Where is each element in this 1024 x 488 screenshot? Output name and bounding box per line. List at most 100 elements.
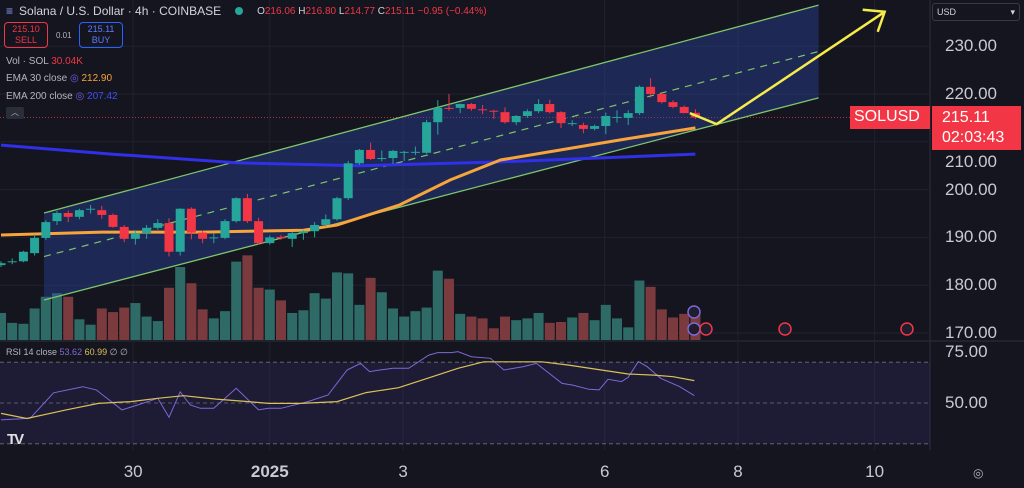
- symbol-header: ≡ Solana / U.S. Dollar · 4h · COINBASE O…: [6, 4, 487, 18]
- volume-bar: [253, 287, 264, 340]
- candle-body: [108, 214, 118, 227]
- candle-body: [634, 86, 644, 114]
- volume-bar: [208, 318, 219, 340]
- high-value: 216.80: [305, 5, 337, 17]
- collapse-icon[interactable]: ︿: [6, 107, 24, 119]
- volume-bar: [164, 287, 174, 340]
- candle-body: [287, 233, 297, 239]
- ema30-legend[interactable]: EMA 30 close ◎ 212.90: [6, 73, 112, 84]
- candle-body: [388, 150, 398, 159]
- menu-icon[interactable]: ≡: [6, 4, 14, 18]
- candle-body: [590, 126, 600, 129]
- candle-body: [63, 213, 73, 217]
- tradingview-logo[interactable]: TV: [7, 431, 24, 448]
- parallel-channel[interactable]: [43, 4, 819, 301]
- last-price: 215.11: [942, 109, 990, 126]
- us-flag-icon[interactable]: [900, 322, 914, 336]
- candle-body: [455, 104, 465, 108]
- candle-body: [679, 106, 689, 114]
- currency-select[interactable]: USD ▾: [932, 3, 1020, 21]
- candle-body: [52, 213, 62, 222]
- candle-body: [444, 107, 454, 109]
- volume-bar: [544, 322, 555, 340]
- rsi-legend[interactable]: RSI 14 close 53.62 60.99 ∅ ∅: [6, 347, 128, 358]
- volume-bar: [668, 317, 678, 340]
- candle-body: [466, 104, 476, 109]
- volume-bar: [175, 267, 186, 340]
- symbol-title[interactable]: Solana / U.S. Dollar · 4h · COINBASE: [19, 4, 222, 18]
- volume-bar: [477, 318, 488, 340]
- event-icon[interactable]: [687, 322, 701, 336]
- volume-bar: [108, 312, 118, 340]
- open-value: 216.06: [264, 5, 296, 17]
- volume-bar: [444, 278, 454, 340]
- volume-bar: [533, 312, 544, 340]
- buy-label: BUY: [91, 35, 111, 45]
- volume-bar: [634, 280, 645, 340]
- low-label: L: [338, 5, 345, 17]
- time-tick: 6: [599, 462, 610, 481]
- settings-icon[interactable]: ◎: [69, 73, 79, 84]
- ema200-legend[interactable]: EMA 200 close ◎ 207.42: [6, 91, 118, 102]
- volume-bar: [242, 255, 253, 340]
- volume-bar: [511, 320, 522, 340]
- grid: [0, 0, 1024, 450]
- volume-bar: [320, 298, 331, 340]
- candle-body: [7, 261, 17, 263]
- high-label: H: [298, 5, 306, 17]
- candle-body: [142, 227, 152, 234]
- volume-bar: [679, 313, 690, 340]
- volume-bar: [7, 322, 18, 340]
- price-tick: 200.00: [945, 179, 997, 199]
- candle-body: [30, 237, 40, 254]
- buy-button[interactable]: 215.11 BUY: [79, 22, 123, 48]
- candle-body: [164, 223, 174, 252]
- channel-fill: [44, 5, 819, 301]
- sell-button[interactable]: 215.10 SELL: [4, 22, 48, 48]
- chevron-down-icon: ▾: [1010, 7, 1015, 17]
- volume-bar: [298, 310, 309, 340]
- volume-bar: [376, 292, 387, 340]
- candle-body: [86, 208, 96, 210]
- volume-legend[interactable]: Vol · SOL 30.04K: [6, 56, 83, 67]
- candle-body: [41, 222, 51, 238]
- volume-bar: [18, 323, 29, 340]
- candle-body: [354, 149, 364, 164]
- volume-bar: [466, 316, 477, 340]
- us-flag-icon[interactable]: [699, 322, 713, 336]
- volume-bar: [130, 303, 141, 340]
- candle-body: [18, 251, 28, 262]
- volume-bar: [119, 307, 130, 340]
- volume-bar: [85, 324, 96, 340]
- price-tick: 190.00: [945, 227, 997, 247]
- candle-body: [556, 112, 566, 124]
- candle-body: [97, 210, 107, 215]
- candle-body: [186, 208, 196, 233]
- us-flag-icon[interactable]: [778, 322, 792, 336]
- close-value: 215.11: [385, 5, 415, 17]
- arrow-drawing[interactable]: [687, 8, 914, 336]
- rsi-ma-value: 60.99: [84, 347, 108, 357]
- settings-icon[interactable]: ◎: [973, 466, 984, 480]
- candle-body: [366, 149, 376, 160]
- volume-bar: [365, 277, 376, 340]
- ema200-line: [0, 143, 696, 168]
- volume-bar: [388, 308, 398, 340]
- volume-bar: [343, 273, 354, 340]
- candle-body: [74, 210, 84, 217]
- settings-icon[interactable]: ◎: [75, 91, 85, 102]
- candle-body: [130, 233, 140, 239]
- event-icon[interactable]: [687, 305, 701, 319]
- volume-bar: [354, 304, 365, 340]
- price-tick: 170.00: [945, 323, 997, 342]
- ema30-label: EMA 30 close: [6, 73, 68, 84]
- price-tick: 230.00: [945, 36, 997, 56]
- candle-body: [478, 109, 488, 111]
- currency-value: USD: [937, 7, 957, 17]
- time-tick: 2025: [250, 462, 289, 481]
- candle-body: [276, 236, 286, 239]
- volume-bar: [399, 316, 410, 340]
- volume-bar: [309, 293, 320, 340]
- arrow-line: [689, 10, 886, 126]
